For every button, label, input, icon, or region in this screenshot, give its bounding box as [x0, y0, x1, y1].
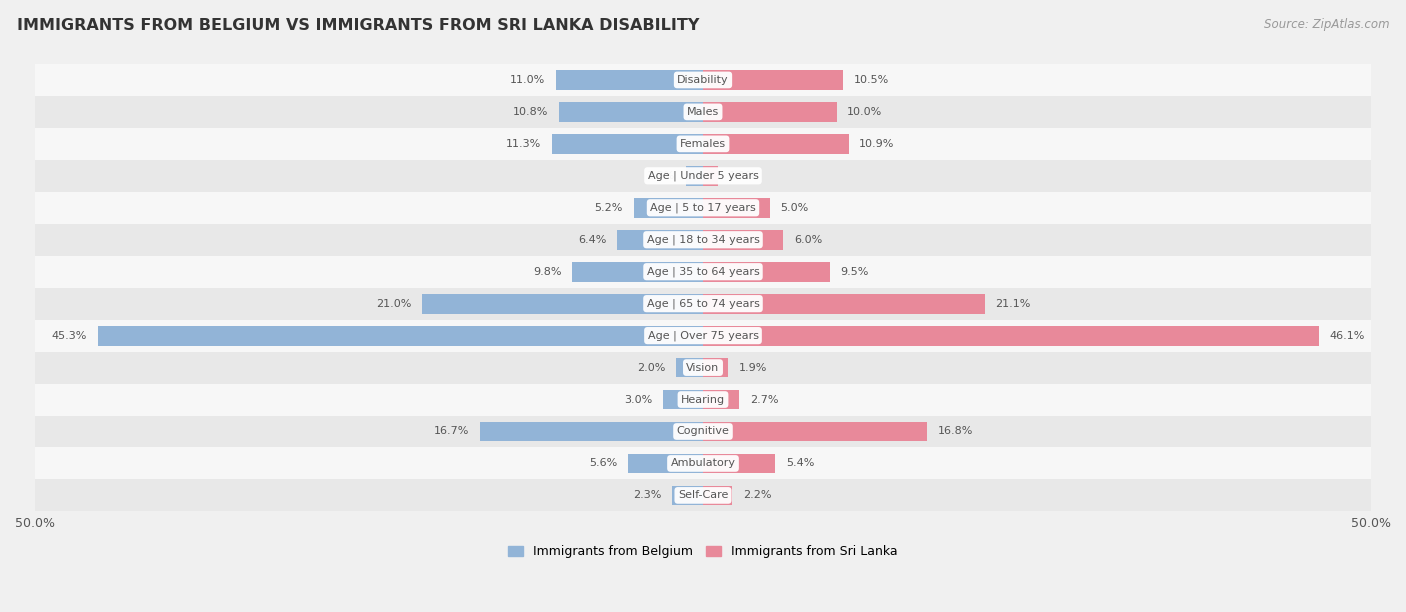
Bar	[703, 230, 783, 250]
Bar	[703, 422, 928, 441]
Bar	[35, 224, 1371, 256]
Text: 2.2%: 2.2%	[744, 490, 772, 501]
Bar	[686, 166, 703, 185]
Text: 10.9%: 10.9%	[859, 139, 894, 149]
Text: 1.3%: 1.3%	[647, 171, 675, 181]
Bar	[35, 192, 1371, 224]
Bar	[703, 485, 733, 506]
Bar	[35, 351, 1371, 384]
Text: Source: ZipAtlas.com: Source: ZipAtlas.com	[1264, 18, 1389, 31]
Text: Age | 18 to 34 years: Age | 18 to 34 years	[647, 234, 759, 245]
Text: Females: Females	[681, 139, 725, 149]
Bar	[98, 326, 703, 346]
Bar	[703, 102, 837, 122]
Text: 6.4%: 6.4%	[578, 235, 607, 245]
Bar	[35, 128, 1371, 160]
Bar	[422, 294, 703, 313]
Text: 16.7%: 16.7%	[434, 427, 470, 436]
Text: Cognitive: Cognitive	[676, 427, 730, 436]
Bar	[703, 262, 830, 282]
Bar	[703, 70, 844, 90]
Bar	[662, 390, 703, 409]
Bar	[35, 256, 1371, 288]
Text: Age | Over 75 years: Age | Over 75 years	[648, 330, 758, 341]
Bar	[572, 262, 703, 282]
Bar	[35, 288, 1371, 319]
Bar	[35, 160, 1371, 192]
Text: IMMIGRANTS FROM BELGIUM VS IMMIGRANTS FROM SRI LANKA DISABILITY: IMMIGRANTS FROM BELGIUM VS IMMIGRANTS FR…	[17, 18, 699, 34]
Text: 2.7%: 2.7%	[749, 395, 779, 405]
Text: Vision: Vision	[686, 362, 720, 373]
Text: 2.3%: 2.3%	[633, 490, 662, 501]
Text: 10.8%: 10.8%	[513, 107, 548, 117]
Legend: Immigrants from Belgium, Immigrants from Sri Lanka: Immigrants from Belgium, Immigrants from…	[503, 540, 903, 563]
Text: Age | 35 to 64 years: Age | 35 to 64 years	[647, 266, 759, 277]
Text: 1.9%: 1.9%	[740, 362, 768, 373]
Bar	[35, 319, 1371, 351]
Text: 9.5%: 9.5%	[841, 267, 869, 277]
Bar	[703, 198, 770, 218]
Text: 11.0%: 11.0%	[510, 75, 546, 85]
Text: Age | Under 5 years: Age | Under 5 years	[648, 171, 758, 181]
Bar	[703, 134, 849, 154]
Text: 10.5%: 10.5%	[853, 75, 889, 85]
Bar	[35, 447, 1371, 479]
Text: Hearing: Hearing	[681, 395, 725, 405]
Text: Self-Care: Self-Care	[678, 490, 728, 501]
Bar	[703, 166, 717, 185]
Text: Age | 5 to 17 years: Age | 5 to 17 years	[650, 203, 756, 213]
Text: 21.0%: 21.0%	[377, 299, 412, 308]
Text: 5.4%: 5.4%	[786, 458, 814, 468]
Bar	[703, 453, 775, 473]
Bar	[35, 416, 1371, 447]
Bar	[617, 230, 703, 250]
Text: 9.8%: 9.8%	[533, 267, 561, 277]
Bar	[479, 422, 703, 441]
Text: 5.6%: 5.6%	[589, 458, 617, 468]
Bar	[672, 485, 703, 506]
Bar	[703, 357, 728, 378]
Text: Males: Males	[688, 107, 718, 117]
Text: 10.0%: 10.0%	[848, 107, 883, 117]
Bar	[553, 134, 703, 154]
Text: 11.3%: 11.3%	[506, 139, 541, 149]
Text: 5.2%: 5.2%	[595, 203, 623, 213]
Bar	[703, 294, 984, 313]
Text: 5.0%: 5.0%	[780, 203, 808, 213]
Text: 6.0%: 6.0%	[794, 235, 823, 245]
Text: Ambulatory: Ambulatory	[671, 458, 735, 468]
Bar	[676, 357, 703, 378]
Text: 46.1%: 46.1%	[1330, 330, 1365, 341]
Bar	[35, 479, 1371, 512]
Bar	[634, 198, 703, 218]
Bar	[35, 64, 1371, 96]
Text: 45.3%: 45.3%	[52, 330, 87, 341]
Bar	[558, 102, 703, 122]
Text: 2.0%: 2.0%	[637, 362, 665, 373]
Text: 21.1%: 21.1%	[995, 299, 1031, 308]
Bar	[703, 326, 1319, 346]
Bar	[555, 70, 703, 90]
Bar	[35, 384, 1371, 416]
Bar	[35, 96, 1371, 128]
Text: 3.0%: 3.0%	[624, 395, 652, 405]
Text: Disability: Disability	[678, 75, 728, 85]
Bar	[703, 390, 740, 409]
Text: Age | 65 to 74 years: Age | 65 to 74 years	[647, 299, 759, 309]
Text: 1.1%: 1.1%	[728, 171, 756, 181]
Bar	[628, 453, 703, 473]
Text: 16.8%: 16.8%	[938, 427, 973, 436]
